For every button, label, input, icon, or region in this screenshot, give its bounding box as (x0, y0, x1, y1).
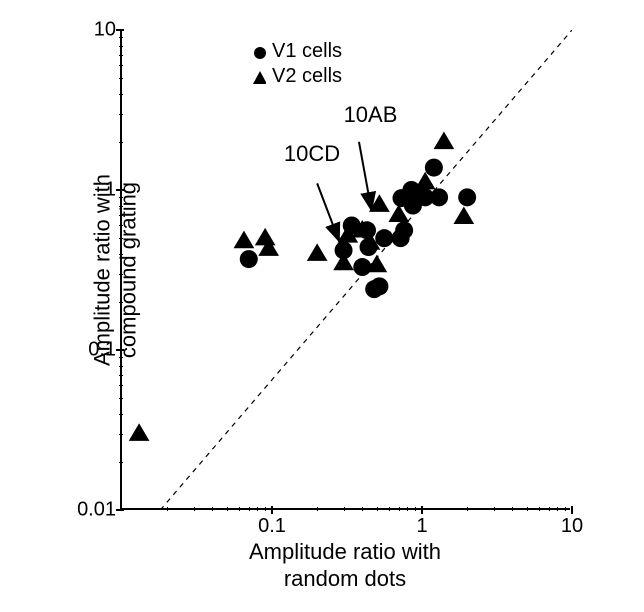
y-tick-label: 10 (72, 19, 116, 42)
scatter-chart: V1 cellsV2 cells 0.11100.010.111010AB10C… (120, 30, 570, 510)
y-tick-label: 0.01 (72, 499, 116, 522)
legend-label: V1 cells (272, 40, 342, 63)
x-tick-label: 0.1 (258, 515, 286, 538)
legend-label: V2 cells (272, 65, 342, 88)
legend-item: V2 cells (252, 65, 342, 88)
plot-area: V1 cellsV2 cells 0.11100.010.111010AB10C… (120, 30, 570, 510)
x-axis-label: Amplitude ratio with random dots (249, 539, 441, 592)
legend-item: V1 cells (252, 40, 342, 63)
legend: V1 cellsV2 cells (252, 40, 342, 90)
x-tick-label: 1 (416, 515, 427, 538)
x-tick-label: 10 (561, 515, 583, 538)
annotation-label: 10CD (284, 141, 340, 167)
annotation-label: 10AB (344, 102, 398, 128)
y-axis-label: Amplitude ratio with compound grating (90, 174, 143, 366)
